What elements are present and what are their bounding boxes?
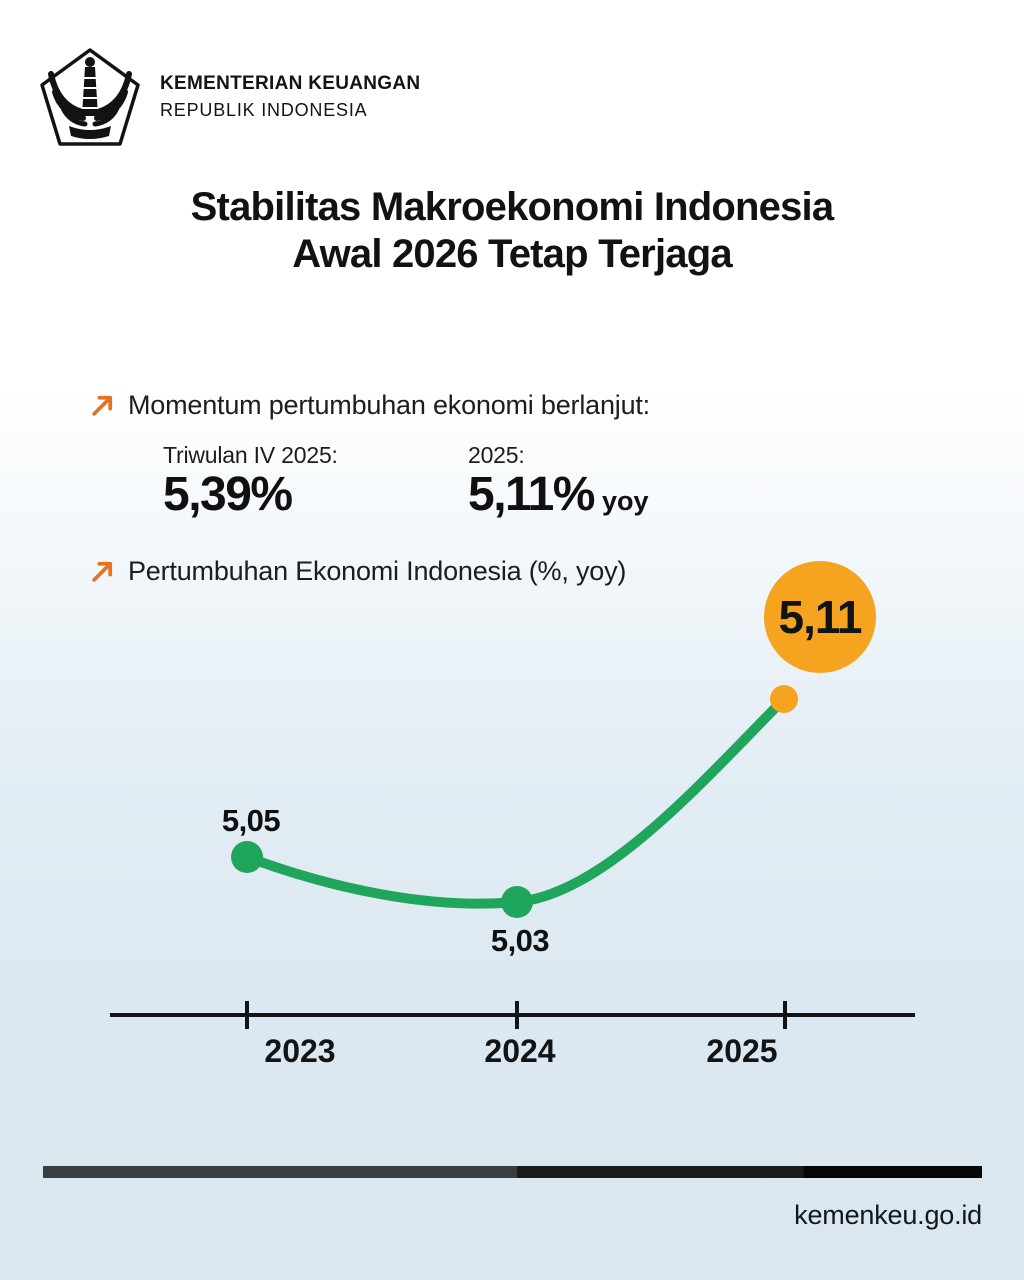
footer-divider-bar xyxy=(43,1166,982,1178)
header: KEMENTERIAN KEUANGAN REPUBLIK INDONESIA xyxy=(38,46,420,148)
footer-website: kemenkeu.go.id xyxy=(794,1200,982,1230)
chart-tick-label-2025: 2025 xyxy=(706,1033,777,1069)
bullet-chart-title: Pertumbuhan Ekonomi Indonesia (%, yoy) xyxy=(90,556,626,587)
chart-tick-label-2023: 2023 xyxy=(264,1033,335,1069)
chart-highlight-bubble xyxy=(764,561,876,673)
bullet-momentum: Momentum pertumbuhan ekonomi berlanjut: xyxy=(90,390,650,421)
page-title-line2: Awal 2026 Tetap Terjaga xyxy=(292,231,732,276)
trend-up-arrow-icon xyxy=(92,561,113,582)
chart-title-label: Pertumbuhan Ekonomi Indonesia (%, yoy) xyxy=(128,556,627,586)
chart-point-2023 xyxy=(231,841,263,873)
stat-q4-value: 5,39% xyxy=(163,468,293,521)
trend-up-arrow-icon xyxy=(92,395,113,416)
page-title: Stabilitas Makroekonomi Indonesia Awal 2… xyxy=(0,184,1024,278)
chart-point-label-2023: 5,05 xyxy=(222,803,281,838)
chart-point-label-2024: 5,03 xyxy=(491,923,550,958)
chart-tick-label-2024: 2024 xyxy=(484,1033,555,1069)
chart-point-2025 xyxy=(770,685,798,713)
org-name-line1: KEMENTERIAN KEUANGAN xyxy=(160,73,421,94)
chart-highlight-value: 5,11 xyxy=(779,591,862,643)
org-name: KEMENTERIAN KEUANGAN REPUBLIK INDONESIA xyxy=(160,73,420,121)
chart-point-2024 xyxy=(501,886,533,918)
stat-q4-2025: Triwulan IV 2025: 5,39% xyxy=(163,442,338,521)
kemenkeu-logo-icon xyxy=(40,48,140,146)
stat-fy-suffix: yoy xyxy=(601,486,649,516)
stat-fy-2025: 2025: 5,11% yoy xyxy=(468,442,648,521)
org-name-line2: REPUBLIK INDONESIA xyxy=(160,100,368,120)
page-title-line1: Stabilitas Makroekonomi Indonesia xyxy=(190,185,834,229)
stat-q4-label: Triwulan IV 2025: xyxy=(163,442,338,468)
stat-fy-label: 2025: xyxy=(468,442,525,468)
stat-fy-value: 5,11% yoy xyxy=(468,468,649,521)
bullet-momentum-label: Momentum pertumbuhan ekonomi berlanjut: xyxy=(128,390,650,420)
chart-line xyxy=(242,694,789,909)
